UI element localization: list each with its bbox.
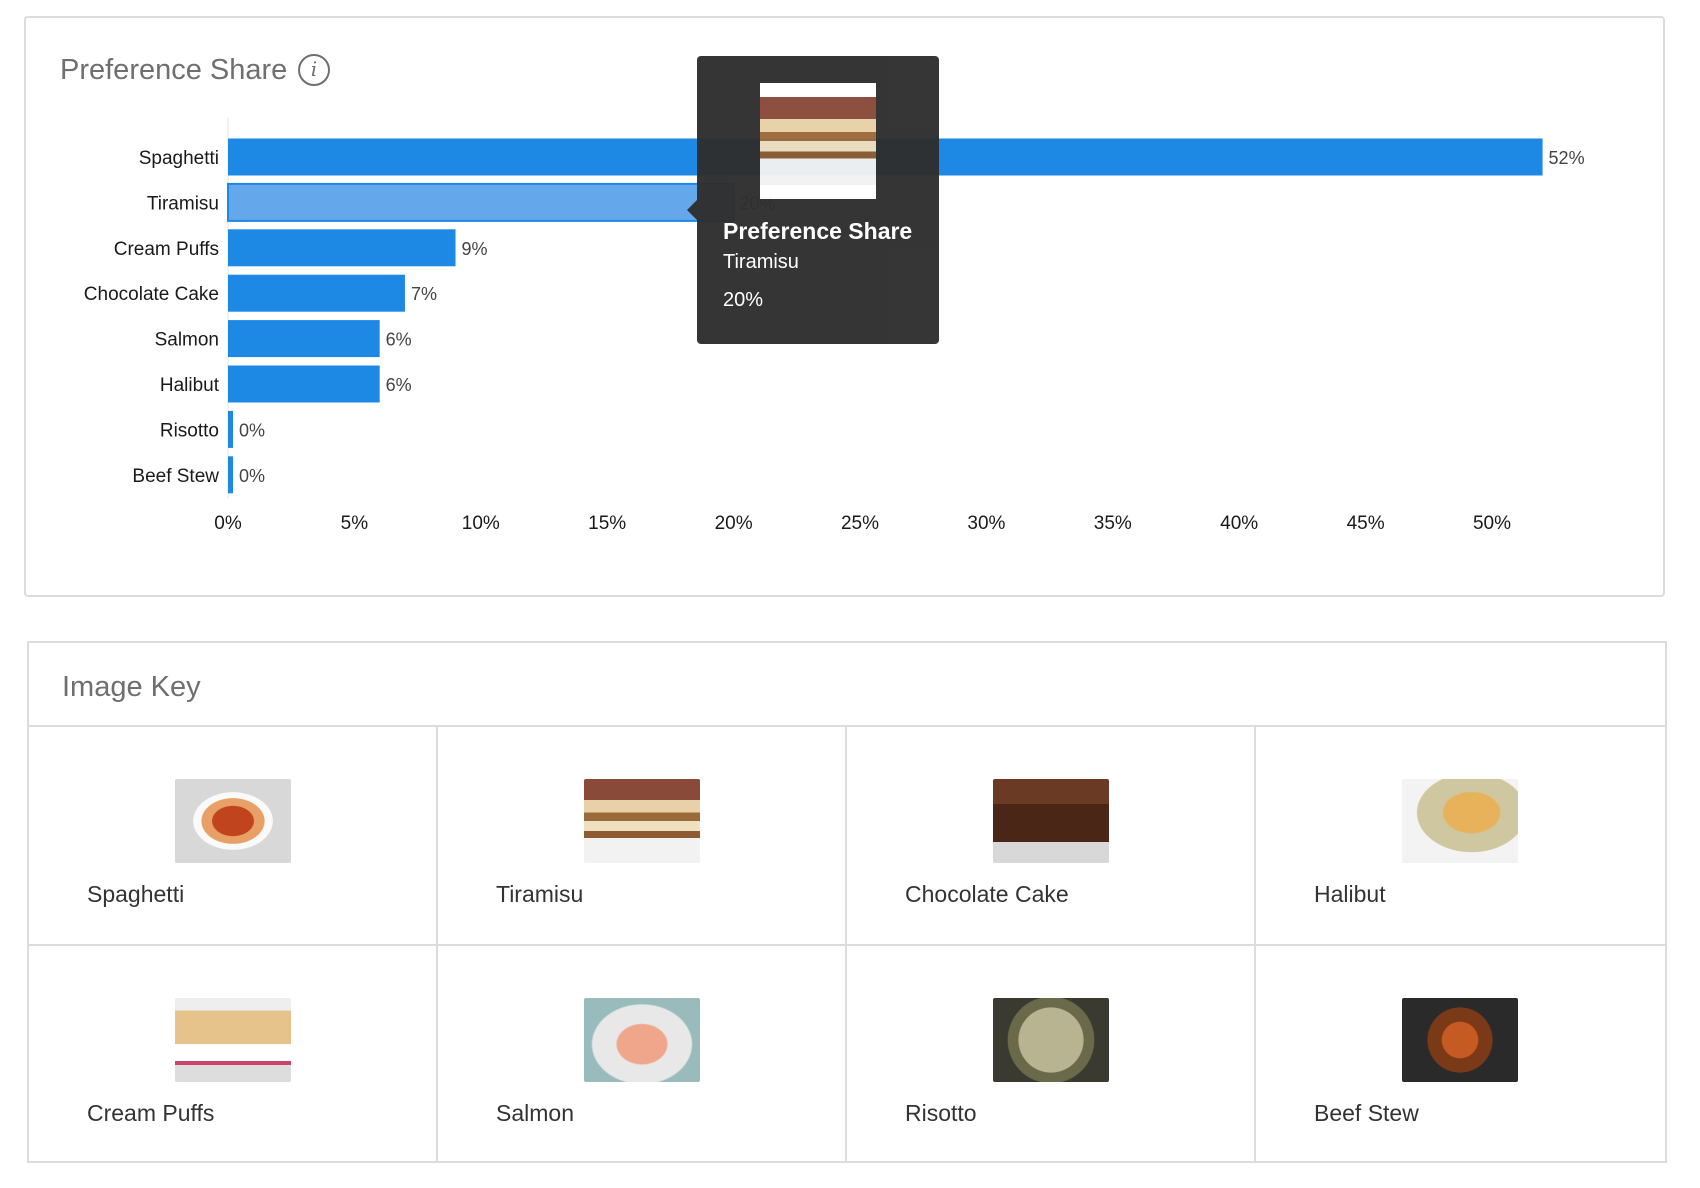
x-tick-label: 25% xyxy=(841,513,879,534)
category-label: Cream Puffs xyxy=(114,239,219,260)
x-tick-label: 45% xyxy=(1347,513,1385,534)
x-tick-label: 50% xyxy=(1473,513,1511,534)
tooltip-image xyxy=(760,83,876,199)
x-tick-label: 0% xyxy=(214,513,242,534)
chart-tooltip: Preference Share Tiramisu 20% xyxy=(687,56,939,344)
food-image xyxy=(993,998,1109,1082)
image-key-title: Image Key xyxy=(29,643,1665,727)
bar-beef-stew[interactable] xyxy=(228,456,233,494)
x-tick-label: 35% xyxy=(1094,513,1132,534)
image-key-item: Chocolate Cake xyxy=(847,727,1256,946)
category-label: Beef Stew xyxy=(132,466,219,487)
tooltip-title: Preference Share xyxy=(723,218,913,244)
food-image xyxy=(175,779,291,863)
tooltip-arrow xyxy=(687,200,697,220)
bar-halibut[interactable] xyxy=(228,365,380,403)
food-image xyxy=(584,998,700,1082)
food-image xyxy=(1402,779,1518,863)
food-label: Risotto xyxy=(905,1100,977,1126)
bar-salmon[interactable] xyxy=(228,320,380,358)
x-tick-label: 20% xyxy=(715,513,753,534)
category-label: Halibut xyxy=(160,375,220,396)
value-label: 7% xyxy=(411,284,437,304)
bar-cream-puffs[interactable] xyxy=(228,229,456,267)
x-tick-label: 15% xyxy=(588,513,626,534)
image-key-item: Risotto xyxy=(847,946,1256,1163)
value-label: 0% xyxy=(239,420,265,440)
food-label: Chocolate Cake xyxy=(905,881,1069,907)
x-tick-label: 30% xyxy=(967,513,1005,534)
image-key-item: Halibut xyxy=(1256,727,1665,946)
tooltip-value: 20% xyxy=(723,289,764,311)
food-image xyxy=(584,779,700,863)
category-label: Chocolate Cake xyxy=(84,284,219,305)
x-tick-label: 10% xyxy=(462,513,500,534)
chart-title: Preference Share xyxy=(60,54,288,86)
category-label: Risotto xyxy=(160,420,219,441)
image-key-item: Salmon xyxy=(438,946,847,1163)
tooltip-item: Tiramisu xyxy=(723,251,799,273)
category-label: Tiramisu xyxy=(147,193,219,214)
category-label: Spaghetti xyxy=(139,148,219,169)
category-label: Salmon xyxy=(155,330,219,351)
bar-tiramisu[interactable] xyxy=(227,182,735,222)
bar-risotto[interactable] xyxy=(228,410,233,448)
x-tick-label: 5% xyxy=(341,513,369,534)
value-label: 6% xyxy=(386,330,412,350)
food-label: Cream Puffs xyxy=(87,1100,215,1126)
image-key-grid: Spaghetti Tiramisu Chocolate Cake Halibut Cr… xyxy=(29,727,1665,1163)
value-label: 6% xyxy=(386,375,412,395)
food-label: Tiramisu xyxy=(496,881,584,907)
bar-chocolate-cake[interactable] xyxy=(228,274,405,312)
food-label: Salmon xyxy=(496,1100,574,1126)
food-image xyxy=(175,998,291,1082)
image-key-item: Cream Puffs xyxy=(29,946,438,1163)
food-image xyxy=(1402,998,1518,1082)
info-icon[interactable]: i xyxy=(298,54,330,86)
image-key-item: Tiramisu xyxy=(438,727,847,946)
value-label: 0% xyxy=(239,466,265,486)
image-key-card: Image Key Spaghetti Tiramisu Chocolate Cak… xyxy=(27,641,1667,1163)
food-image xyxy=(993,779,1109,863)
value-label: 52% xyxy=(1549,148,1585,168)
food-label: Halibut xyxy=(1314,881,1386,907)
image-key-item: Spaghetti xyxy=(29,727,438,946)
x-tick-label: 40% xyxy=(1220,513,1258,534)
image-key-item: Beef Stew xyxy=(1256,946,1665,1163)
food-label: Spaghetti xyxy=(87,881,185,907)
food-label: Beef Stew xyxy=(1314,1100,1419,1126)
value-label: 9% xyxy=(462,239,488,259)
